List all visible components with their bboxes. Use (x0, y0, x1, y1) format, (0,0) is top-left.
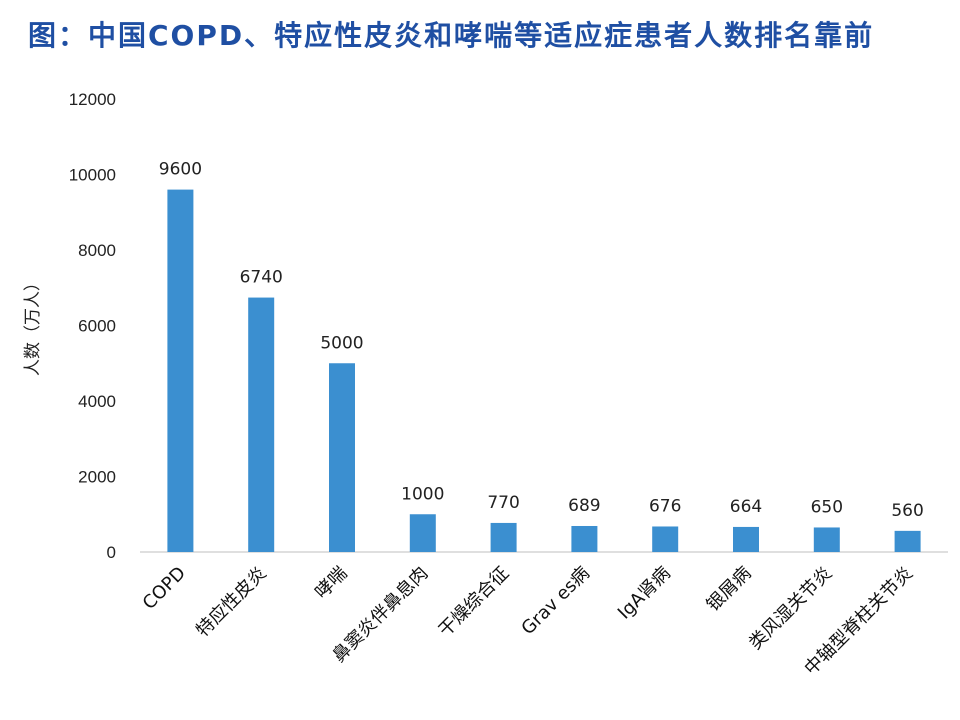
bar (571, 525, 598, 552)
x-tick-label: COPD (139, 563, 190, 614)
y-tick-label: 10000 (69, 166, 116, 185)
bar (329, 363, 355, 552)
data-label: 770 (487, 493, 519, 513)
bar (248, 297, 275, 552)
y-tick-label: 2000 (78, 468, 116, 487)
data-label: 676 (649, 496, 681, 516)
chart-title: 图：中国COPD、特应性皮炎和哮喘等适应症患者人数排名靠前 (28, 19, 875, 52)
x-tick-label: 干燥综合征 (435, 563, 513, 641)
data-label: 1000 (401, 484, 444, 504)
x-tick-label: 类风湿关节炎 (745, 563, 836, 654)
bar (733, 526, 759, 552)
data-label: 560 (891, 501, 923, 521)
data-label: 664 (730, 497, 762, 517)
data-label: 689 (568, 496, 600, 516)
data-label: 9600 (159, 160, 202, 180)
y-tick-label: 0 (107, 543, 116, 562)
y-axis-title: 人数（万人） (23, 274, 43, 376)
bars (167, 189, 921, 552)
bar (490, 522, 517, 552)
x-tick-label: Grav es病 (517, 563, 594, 640)
bar (894, 530, 921, 552)
x-tick-label: 银屑病 (703, 563, 756, 616)
data-labels: 9600 6740 5000 1000 770 689 676 664 650 560 (159, 160, 924, 521)
y-tick-label: 6000 (78, 317, 116, 336)
bar (813, 527, 840, 552)
data-label: 6740 (240, 268, 283, 288)
y-axis-ticks: 0 2000 4000 6000 8000 10000 12000 (69, 90, 116, 562)
data-label: 650 (811, 497, 843, 517)
data-label: 5000 (320, 333, 363, 353)
bar (409, 514, 436, 552)
x-tick-label: IgA肾病 (614, 563, 675, 624)
x-tick-label: 哮喘 (311, 563, 351, 603)
bar (167, 189, 194, 552)
y-tick-label: 12000 (69, 90, 116, 109)
y-tick-label: 8000 (78, 241, 116, 260)
y-tick-label: 4000 (78, 392, 116, 411)
x-tick-label: 特应性皮炎 (192, 563, 270, 641)
bar (652, 526, 679, 552)
